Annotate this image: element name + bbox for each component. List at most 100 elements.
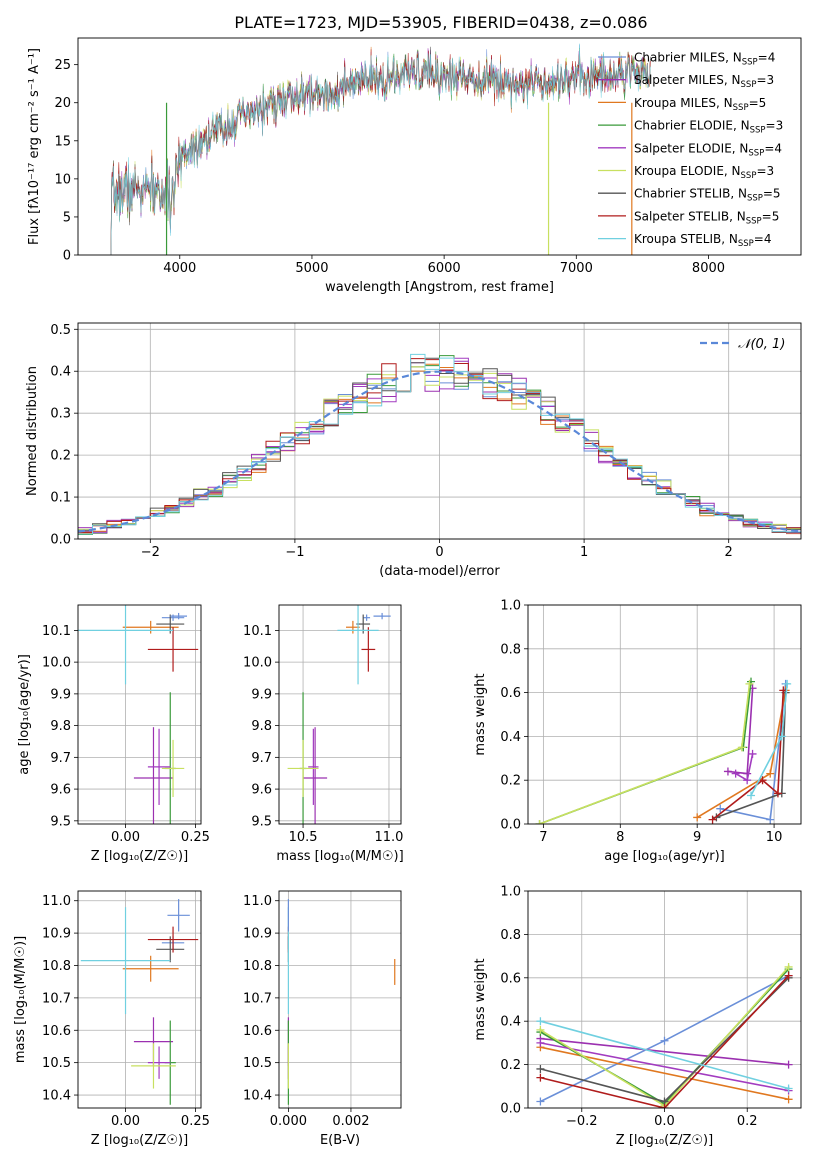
y-tick-label: 0.2 [500,1058,521,1073]
weight-point-marker [784,971,793,980]
weight-point-marker [723,767,732,776]
y-tick-label: 9.9 [251,687,272,702]
y-tick-label: 0.6 [500,686,521,701]
weight-point-marker [748,749,757,758]
weight-point-marker [784,1095,793,1104]
spectrum-line [110,43,651,255]
y-tick-label: 10.6 [42,1024,71,1039]
weight-vs-age-frame [527,604,802,825]
mass-vs-EBV-frame [278,890,402,1109]
weight-vs-Z-y-axis-label: mass weight [473,958,488,1040]
residuals-y-axis-label: Normed distribution [25,366,40,496]
y-tick-label: 0.0 [500,818,521,833]
data-point [361,627,376,672]
x-tick-label: 0.25 [181,830,210,845]
x-tick-label: 0.0 [654,1114,675,1129]
legend-entry: Salpeter STELIB, NSSP=5 [634,209,779,226]
x-tick-label: 8000 [692,261,725,276]
normal-curve [78,370,801,533]
data-point [156,936,185,963]
data-point [373,612,391,620]
residuals-panel: −2 −1 0 1 2 0.0 0.1 0.2 0.3 0.4 0.5 (data-model)/er… [25,322,802,579]
x-tick-label: 9 [693,830,701,845]
legend-entry: Salpeter MILES, NSSP=3 [634,73,774,90]
residuals-x-axis-label: (data-model)/error [379,564,500,579]
weight-point-marker [758,776,767,785]
y-tick-label: 0.0 [500,1102,521,1117]
x-tick-label: 0.00 [111,1114,140,1129]
y-tick-label: 10.4 [42,1089,71,1104]
age-vs-mass-x-axis-label: mass [log₁₀(M/M☉)] [276,849,403,864]
mass-vs-EBV-panel: 0.000 0.002 10.4 10.5 10.6 10.7 10.8 10.9 11.0 E(… [243,890,402,1148]
residuals-plot-area [78,353,801,535]
legend-entry: Chabrier MILES, NSSP=4 [634,51,775,68]
age-vs-Z-x-axis-label: Z [log₁₀(Z/Z☉)] [91,849,188,864]
data-point [167,899,190,932]
weight-point-marker [743,776,752,785]
weight-point-marker [773,789,782,798]
x-tick-label: 11.0 [374,830,403,845]
y-tick-label: 9.6 [50,783,71,798]
weight-point-marker [766,769,775,778]
spectrum-y-axis-label: Flux [fλ10⁻¹⁷ erg cm⁻² s⁻¹ A⁻¹] [27,48,42,245]
mass-vs-Z-frame [77,890,202,1109]
data-point [122,620,179,634]
y-tick-label: 10.9 [42,927,71,942]
weight-series-line [540,975,790,1108]
x-tick-label: 2 [725,545,733,560]
y-tick-label: 0.3 [50,407,71,422]
y-tick-label: 9.7 [50,751,71,766]
data-point [147,926,199,953]
spectrum-panel: 4000 5000 6000 7000 8000 0 5 10 15 20 25 wavelength… [27,37,802,295]
weight-vs-Z-plot-area [536,962,793,1108]
y-tick-label: 9.8 [50,719,71,734]
x-tick-label: −1 [285,545,304,560]
data-point [133,727,174,824]
weight-point-marker [536,1073,545,1082]
weight-series-line [712,690,785,821]
weight-point-marker [660,1104,669,1108]
x-tick-label: 0.002 [332,1114,369,1129]
data-point [337,605,379,685]
y-tick-label: 15 [54,134,71,149]
y-tick-label: 0.8 [500,642,521,657]
y-tick-label: 10.0 [42,656,71,671]
age-vs-Z-frame [77,604,202,825]
y-tick-label: 9.5 [251,814,272,829]
data-point [78,605,174,685]
y-tick-label: 11.0 [42,894,71,909]
y-tick-label: 0.2 [50,449,71,464]
weight-vs-Z-x-axis-label: Z [log₁₀(Z/Z☉)] [616,1133,713,1148]
y-tick-label: 1.0 [500,599,521,614]
age-vs-Z-panel: 0.00 0.25 9.5 9.6 9.7 9.8 9.9 10.0 10.1 Z [log₁₀(… [17,604,210,864]
weight-point-marker [536,1064,545,1073]
x-tick-label: 10 [766,830,783,845]
legend-entry: Chabrier ELODIE, NSSP=3 [634,119,783,136]
weight-point-marker [708,815,717,824]
y-tick-label: 10.1 [243,624,272,639]
weight-vs-age-x-axis-label: age [log₁₀(age/yr)] [604,849,725,864]
y-tick-label: 0.2 [500,774,521,789]
age-vs-mass-plot-area [287,605,391,824]
y-tick-label: 10.6 [243,1024,272,1039]
weight-series-line [540,1037,789,1066]
residual-histogram [78,353,801,535]
weight-point-marker [693,813,702,822]
weight-point-marker [784,962,793,971]
y-tick-label: 10.0 [243,656,272,671]
y-tick-label: 0.4 [50,365,71,380]
legend-entry: Salpeter ELODIE, NSSP=4 [634,141,782,158]
y-tick-label: 9.8 [251,719,272,734]
legend-entry: Chabrier STELIB, NSSP=5 [634,187,781,204]
weight-point-marker [737,743,746,752]
data-point [170,612,188,620]
weight-point-marker [784,1084,793,1093]
y-tick-label: 1.0 [500,885,521,900]
x-tick-label: 5000 [295,261,328,276]
legend-entry: 𝒩(0, 1) [738,337,785,352]
weight-series-line [540,1042,789,1092]
y-tick-label: 0.0 [50,533,71,548]
spectrum-x-axis-label: wavelength [Angstrom, rest frame] [325,280,554,295]
data-point [147,728,171,805]
